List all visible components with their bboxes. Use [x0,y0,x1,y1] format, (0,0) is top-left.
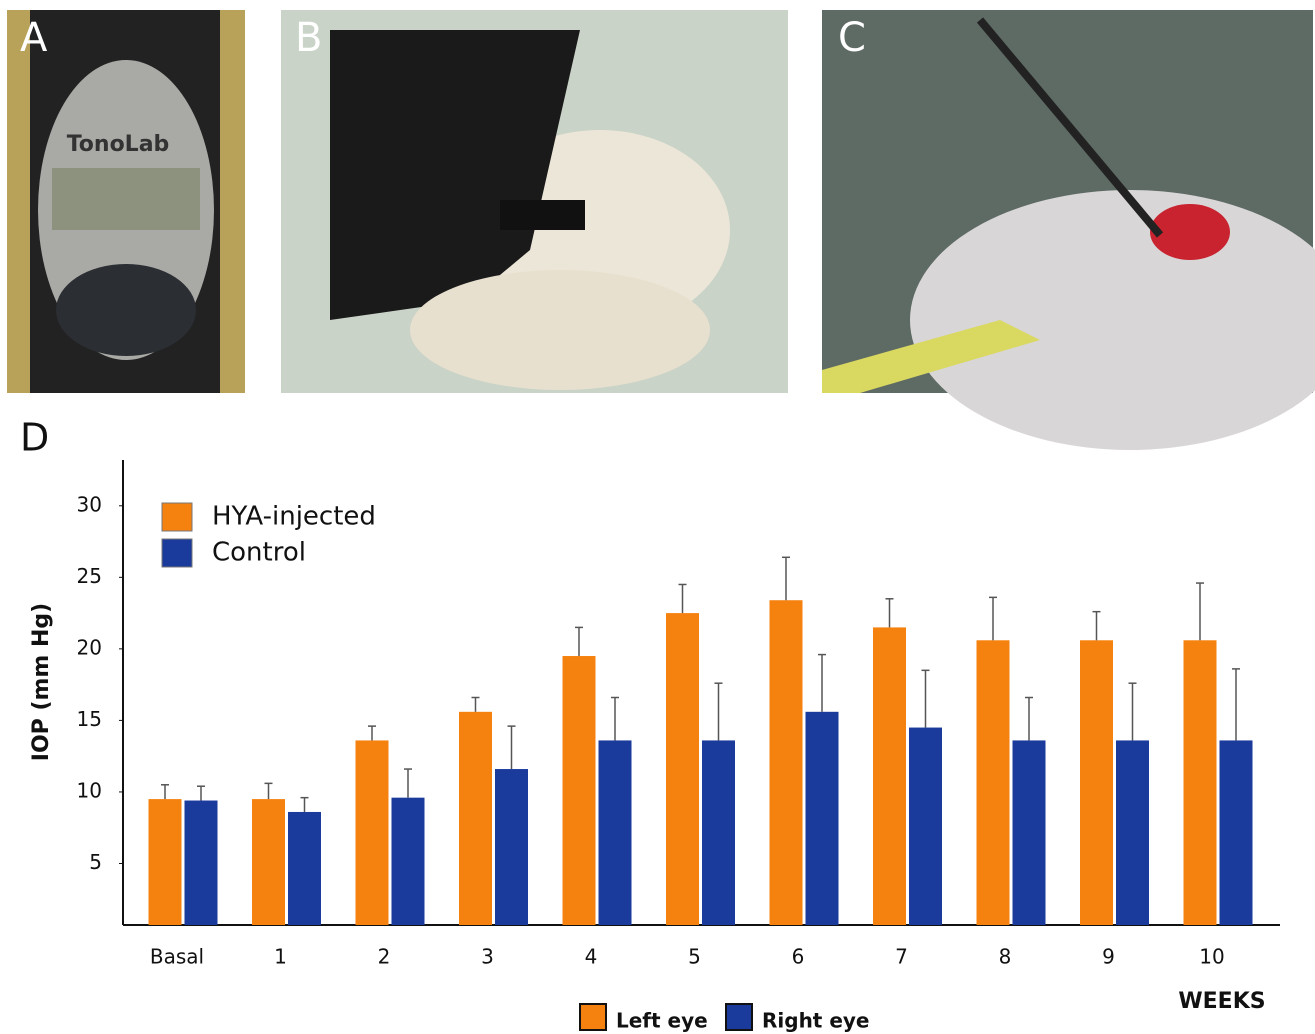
bar [495,769,528,925]
legend-swatch [161,538,193,568]
x-tick-label: 6 [792,945,805,969]
y-tick-label: 30 [77,492,102,516]
legend-swatch [161,502,193,532]
photo-a [7,10,245,393]
bar [976,640,1010,925]
panel-label: D [20,416,49,460]
y-tick-label: 15 [77,707,102,731]
bar [666,613,699,925]
x-tick-label: 1 [274,945,287,969]
legend-label: Control [212,538,306,568]
y-tick-label: 20 [77,635,102,659]
y-tick-label: 25 [77,564,102,588]
legend-swatch [725,1003,753,1031]
photo-b [281,10,788,393]
bar [288,811,321,925]
bar [805,711,839,925]
x-tick-label: 2 [378,945,391,969]
legend-label: Right eye [762,1009,870,1033]
bar [355,740,389,925]
bar [1219,740,1253,925]
bar [909,727,942,925]
bar [769,600,803,925]
bar [184,800,218,925]
bar [252,799,285,925]
legend-label: HYA-injected [212,502,376,532]
x-tick-label: 10 [1199,945,1224,969]
bar [562,656,596,925]
legend-swatch [579,1003,607,1031]
bar [873,627,906,925]
x-tick-label: 9 [1102,945,1115,969]
x-tick-label: 8 [999,945,1012,969]
panel-label: A [20,15,48,61]
bar [1183,640,1217,925]
x-tick-label: 4 [585,945,598,969]
bar [1080,640,1113,925]
panel-label: C [838,15,866,61]
panel-label: B [295,15,322,61]
y-tick-label: 10 [77,778,102,802]
bar [598,740,632,925]
x-tick-label: 7 [895,945,908,969]
bar [391,797,425,925]
y-axis-label: IOP (mm Hg) [29,603,54,761]
x-tick-label: 3 [481,945,494,969]
bar [1012,740,1046,925]
x-tick-label: 5 [688,945,701,969]
device-label: TonoLab [67,132,170,157]
y-tick-label: 5 [89,850,102,874]
bar [1116,740,1149,925]
bar [148,799,182,925]
x-axis-label: WEEKS [1178,989,1265,1014]
bar [702,740,735,925]
legend-label: Left eye [616,1009,708,1033]
x-tick-label: Basal [150,945,204,969]
photo-c [822,10,1315,450]
bar [459,711,492,925]
